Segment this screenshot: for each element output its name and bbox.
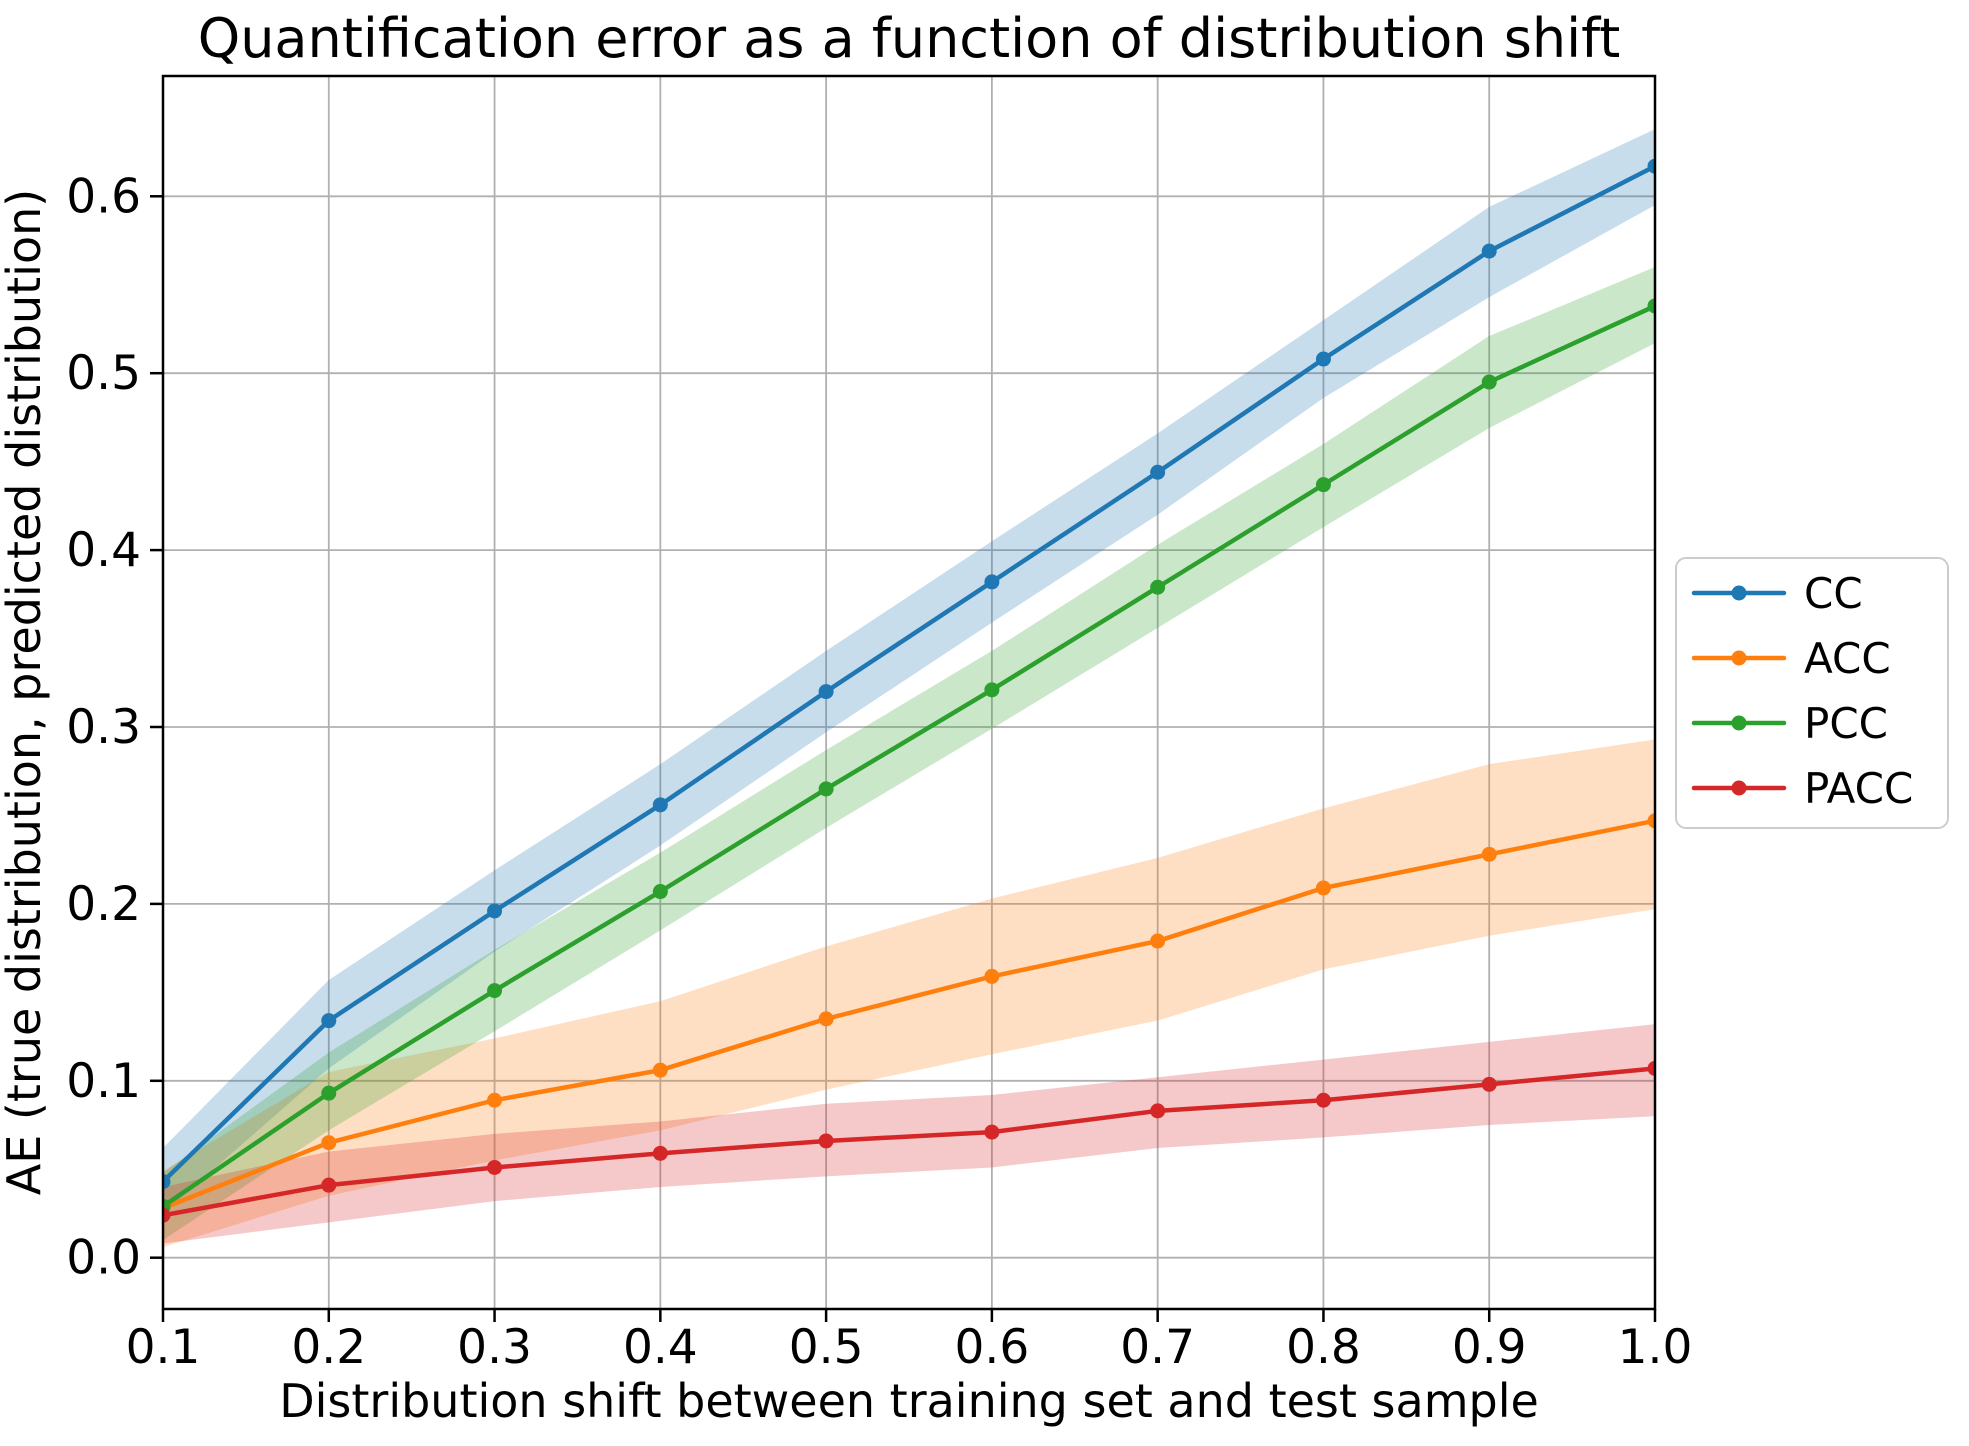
series-pacc-marker-0.1 (163, 1207, 171, 1223)
series-acc-marker-0.6 (984, 968, 1000, 984)
series-pcc-marker-0.5 (818, 781, 834, 797)
y-tick-label-0.6: 0.6 (66, 169, 141, 224)
x-tick-label-0.1: 0.1 (126, 1320, 201, 1375)
x-tick-label-0.8: 0.8 (1286, 1320, 1361, 1375)
chart-title: Quantification error as a function of di… (198, 7, 1621, 70)
series-pacc-marker-0.3 (487, 1159, 503, 1175)
x-tick-label-0.6: 0.6 (955, 1320, 1030, 1375)
series-cc-marker-0.1 (163, 1174, 171, 1190)
legend-label-acc: ACC (1804, 634, 1891, 683)
x-tick-label-0.7: 0.7 (1120, 1320, 1195, 1375)
series-pcc-marker-0.9 (1481, 374, 1497, 390)
series-pcc-line (163, 303, 1655, 1209)
series-acc-band (163, 739, 1655, 1248)
legend-box (1675, 557, 1949, 829)
series-acc (163, 813, 1655, 1216)
legend-label-pcc: PCC (1804, 699, 1888, 748)
series-pcc-marker-0.6 (984, 682, 1000, 698)
x-tick-label-0.4: 0.4 (623, 1320, 698, 1375)
series-pcc-marker-0.3 (487, 983, 503, 999)
series-cc-marker-0.2 (321, 1013, 337, 1029)
y-tick-label-0.3: 0.3 (66, 700, 141, 755)
legend: CC ACC PCC PACC (1675, 557, 1949, 829)
tick-layer: 0.1 0.2 0.3 0.4 0.5 0.6 0.7 0.8 0.9 1.0 0.0 0.1 0.2 0… (66, 169, 1692, 1375)
series-acc-marker-0.2 (321, 1135, 337, 1151)
series-acc-line (163, 818, 1655, 1211)
legend-swatch-marker-cc (1731, 585, 1747, 601)
series-cc-marker-0.9 (1481, 243, 1497, 259)
y-axis-label: AE (true distribution, predicted distrib… (0, 189, 51, 1195)
series-acc-marker-0.5 (818, 1011, 834, 1027)
series-pacc-marker-0.7 (1150, 1103, 1166, 1119)
series-cc-band (163, 129, 1655, 1214)
legend-swatch-marker-pcc (1731, 715, 1747, 731)
series-pacc-marker-0.4 (652, 1145, 668, 1161)
legend-item-cc: CC (1691, 569, 1863, 618)
series-acc-marker-0.9 (1481, 846, 1497, 862)
series-pcc-marker-0.2 (321, 1085, 337, 1101)
y-tick-label-0.0: 0.0 (66, 1231, 141, 1286)
series-cc-marker-0.8 (1315, 351, 1331, 367)
y-tick-label-0.2: 0.2 (66, 877, 141, 932)
series-acc-marker-0.3 (487, 1092, 503, 1108)
series-pcc-marker-1.0 (1647, 298, 1655, 314)
x-tick-label-1.0: 1.0 (1618, 1320, 1693, 1375)
y-tick-label-0.1: 0.1 (66, 1054, 141, 1109)
series-pacc-marker-1.0 (1647, 1060, 1655, 1076)
series-pcc-marker-0.8 (1315, 477, 1331, 493)
series-cc-marker-0.6 (984, 574, 1000, 590)
series-acc-marker-1.0 (1647, 813, 1655, 829)
series-pacc-marker-0.2 (321, 1177, 337, 1193)
legend-item-pcc: PCC (1691, 699, 1888, 748)
series-pacc-marker-0.8 (1315, 1092, 1331, 1108)
series-pacc (163, 1060, 1655, 1223)
legend-label-cc: CC (1804, 569, 1863, 618)
series-acc-marker-0.7 (1150, 933, 1166, 949)
series-pacc-line (163, 1066, 1655, 1218)
series-pacc-marker-0.9 (1481, 1076, 1497, 1092)
y-tick-label-0.5: 0.5 (66, 346, 141, 401)
series-pcc-marker-0.4 (652, 884, 668, 900)
series-acc-marker-0.4 (652, 1062, 668, 1078)
x-tick-label-0.9: 0.9 (1452, 1320, 1527, 1375)
x-tick-label-0.5: 0.5 (789, 1320, 864, 1375)
series-cc-marker-0.5 (818, 684, 834, 700)
x-axis-label: Distribution shift between training set … (279, 1374, 1539, 1428)
legend-item-pacc: PACC (1691, 764, 1913, 813)
series-acc-marker-0.8 (1315, 880, 1331, 896)
series-pacc-band (163, 1024, 1655, 1244)
series-pcc (163, 298, 1655, 1214)
series-pacc-marker-0.5 (818, 1133, 834, 1149)
series-pcc-marker-0.7 (1150, 579, 1166, 595)
x-tick-label-0.3: 0.3 (457, 1320, 532, 1375)
series-cc-marker-0.4 (652, 797, 668, 813)
plot-border (161, 74, 1657, 1311)
series-cc-marker-0.3 (487, 903, 503, 919)
series-cc (163, 158, 1655, 1190)
x-tick-label-0.2: 0.2 (291, 1320, 366, 1375)
legend-swatch-marker-pacc (1731, 780, 1747, 796)
legend-label-pacc: PACC (1804, 764, 1913, 813)
series-layer (163, 158, 1655, 1223)
confidence-band-layer (163, 129, 1655, 1248)
series-cc-line (163, 163, 1655, 1184)
series-cc-marker-0.7 (1150, 464, 1166, 480)
series-cc-marker-1.0 (1647, 158, 1655, 174)
legend-swatch-marker-acc (1731, 650, 1747, 666)
y-tick-label-0.4: 0.4 (66, 523, 141, 578)
series-pacc-marker-0.6 (984, 1124, 1000, 1140)
legend-item-acc: ACC (1691, 634, 1891, 683)
